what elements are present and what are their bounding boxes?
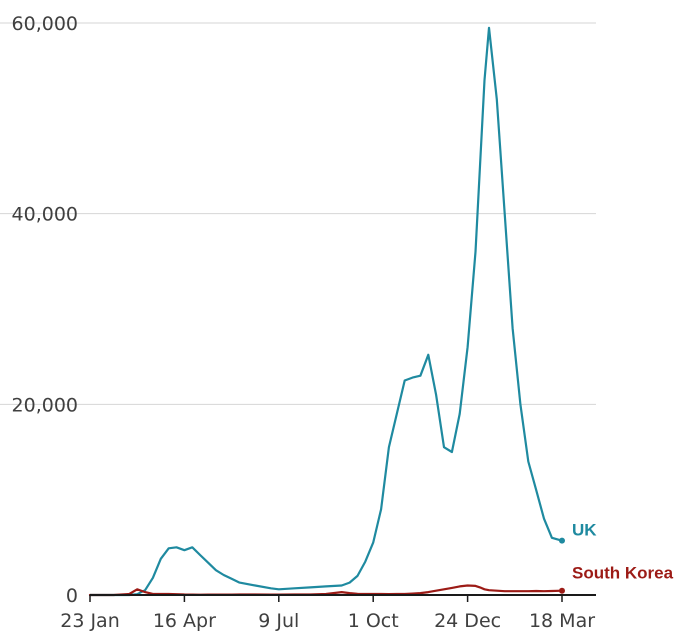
y-tick-label: 60,000 <box>12 13 78 35</box>
y-tick-label: 0 <box>66 585 78 607</box>
x-tick-label: 16 Apr <box>153 610 216 632</box>
x-tick-label: 9 Jul <box>258 610 299 632</box>
x-tick-label: 18 Mar <box>529 610 595 632</box>
y-tick-label: 40,000 <box>12 204 78 226</box>
series-lines <box>88 26 564 597</box>
y-tick-label: 20,000 <box>12 394 78 416</box>
end-marker-south-korea <box>559 587 565 594</box>
gridlines <box>0 22 596 405</box>
y-axis-ticks: 0 20,000 40,000 60,000 <box>12 13 78 607</box>
series-label-south-korea: South Korea <box>572 564 674 583</box>
x-tick-label: 23 Jan <box>60 610 120 632</box>
series-label-uk: UK <box>572 521 597 540</box>
x-tick-label: 24 Dec <box>434 610 501 632</box>
series-labels: UK South Korea <box>572 521 674 583</box>
x-tick-label: 1 Oct <box>348 610 399 632</box>
series-line-uk <box>88 26 564 597</box>
x-axis-ticks: 23 Jan 16 Apr 9 Jul 1 Oct 24 Dec 18 Mar <box>60 595 595 632</box>
end-marker-uk <box>559 537 565 544</box>
series-end-markers <box>559 537 565 594</box>
